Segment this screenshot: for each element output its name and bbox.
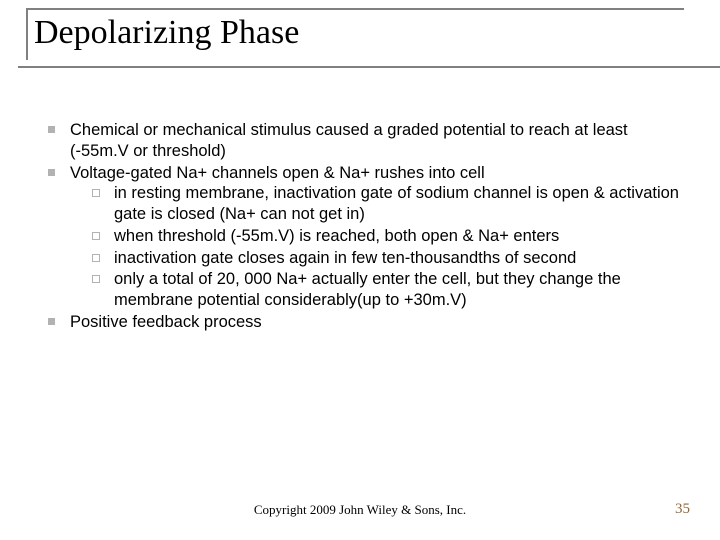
slide: Depolarizing Phase Chemical or mechanica… — [0, 0, 720, 540]
list-item: inactivation gate closes again in few te… — [88, 248, 684, 269]
list-item: only a total of 20, 000 Na+ actually ent… — [88, 269, 684, 311]
list-item: Voltage-gated Na+ channels open & Na+ ru… — [44, 163, 684, 311]
list-item: in resting membrane, inactivation gate o… — [88, 183, 684, 225]
list-item: Positive feedback process — [44, 312, 684, 333]
copyright-text: Copyright 2009 John Wiley & Sons, Inc. — [0, 502, 720, 518]
bullet-list: Chemical or mechanical stimulus caused a… — [44, 120, 684, 333]
bullet-text: only a total of 20, 000 Na+ actually ent… — [114, 270, 621, 309]
slide-title: Depolarizing Phase — [34, 14, 684, 60]
bullet-text: Positive feedback process — [70, 313, 262, 331]
list-item: when threshold (-55m.V) is reached, both… — [88, 226, 684, 247]
content-area: Chemical or mechanical stimulus caused a… — [26, 68, 684, 333]
bullet-text: in resting membrane, inactivation gate o… — [114, 184, 679, 223]
bullet-text: inactivation gate closes again in few te… — [114, 249, 576, 267]
page-number: 35 — [675, 501, 690, 518]
bullet-text: Chemical or mechanical stimulus caused a… — [70, 121, 628, 160]
bullet-text: when threshold (-55m.V) is reached, both… — [114, 227, 559, 245]
list-item: Chemical or mechanical stimulus caused a… — [44, 120, 684, 162]
bullet-text: Voltage-gated Na+ channels open & Na+ ru… — [70, 164, 485, 182]
sub-bullet-list: in resting membrane, inactivation gate o… — [70, 183, 684, 311]
title-frame: Depolarizing Phase — [26, 8, 684, 60]
